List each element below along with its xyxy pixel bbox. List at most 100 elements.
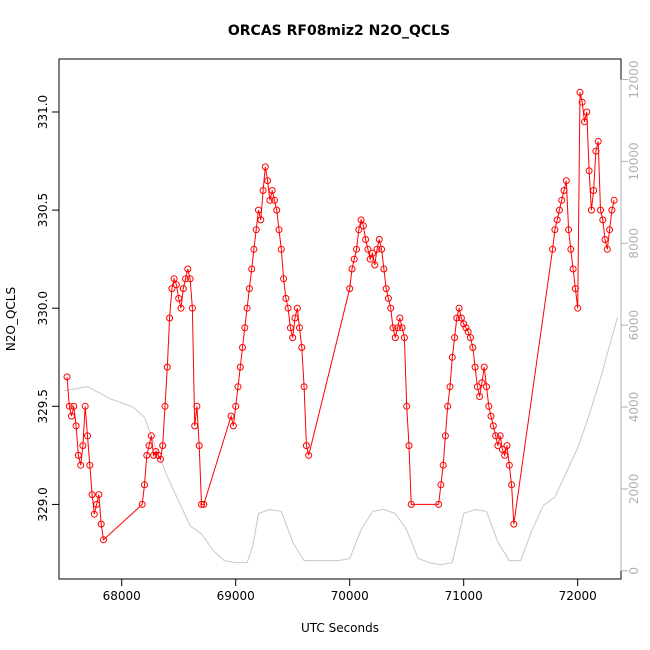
data-point: [81, 402, 89, 410]
data-point: [255, 206, 262, 214]
data-point: [90, 510, 98, 518]
data-point: [138, 500, 146, 508]
data-point: [492, 432, 500, 440]
data-point: [259, 187, 267, 194]
data-point: [248, 265, 256, 273]
data-point: [293, 304, 301, 312]
data-point: [175, 294, 183, 302]
data-point: [245, 285, 253, 293]
data-point: [437, 481, 445, 489]
data-point: [271, 196, 278, 204]
data-point: [250, 245, 258, 253]
y2-axis: 0 2000 4000 6000 8000 10000 12000: [620, 60, 641, 575]
data-point: [565, 226, 573, 234]
data-point: [193, 402, 201, 410]
data-point: [510, 520, 518, 528]
data-point: [166, 314, 174, 322]
data-point: [371, 261, 379, 269]
data-point: [455, 304, 463, 312]
data-point: [364, 245, 372, 253]
x-tick-label: 70000: [331, 589, 369, 603]
data-point: [200, 500, 208, 508]
data-point: [357, 216, 365, 224]
data-point: [583, 108, 591, 116]
data-point: [236, 363, 244, 371]
data-point: [346, 285, 354, 293]
data-point: [191, 422, 199, 430]
x-tick-label: 71000: [445, 589, 483, 603]
y-tick-label: 329.0: [36, 487, 50, 521]
data-point: [350, 255, 358, 263]
data-point: [587, 206, 595, 214]
data-point: [289, 334, 297, 342]
data-point: [72, 422, 80, 430]
data-point: [435, 500, 443, 508]
data-point: [182, 275, 189, 283]
data-point: [505, 461, 513, 469]
data-point: [186, 275, 194, 283]
y2-tick-label: 4000: [627, 392, 641, 423]
data-point: [150, 451, 158, 459]
data-point: [498, 446, 506, 453]
data-point: [145, 442, 153, 450]
data-point: [261, 163, 269, 171]
data-point: [471, 363, 479, 371]
data-point: [549, 245, 557, 253]
data-point: [592, 147, 600, 155]
data-point: [355, 226, 363, 234]
data-point: [359, 222, 367, 230]
x-tick-label: 72000: [559, 589, 597, 603]
data-point: [227, 412, 235, 420]
series-line-left: [66, 92, 615, 541]
data-point: [366, 255, 374, 263]
data-point: [480, 363, 488, 371]
data-point: [485, 402, 493, 410]
data-point: [555, 206, 563, 214]
series-left: [63, 88, 618, 544]
data-point: [594, 137, 602, 145]
data-point: [389, 324, 397, 332]
data-point: [380, 265, 388, 273]
data-point: [161, 402, 169, 410]
data-point: [277, 245, 285, 253]
data-point: [168, 285, 176, 293]
data-point: [141, 481, 148, 489]
y2-tick-label: 2000: [627, 474, 641, 505]
data-point: [553, 216, 561, 224]
data-point: [268, 187, 276, 194]
data-point: [571, 285, 579, 293]
data-point: [382, 285, 390, 293]
data-point: [444, 402, 452, 410]
data-point: [473, 383, 481, 391]
data-point: [305, 451, 313, 459]
data-point: [86, 461, 94, 469]
x-tick-label: 69000: [217, 589, 255, 603]
data-point: [460, 320, 468, 328]
y-tick-label: 330.0: [36, 291, 50, 325]
data-point: [439, 461, 447, 469]
data-point: [487, 412, 495, 420]
data-point: [576, 88, 584, 96]
data-point: [603, 245, 611, 253]
data-point: [469, 344, 477, 351]
data-point: [84, 432, 91, 440]
chart-title: ORCAS RF08miz2 N2O_QCLS: [228, 23, 450, 39]
y2-tick-label: 12000: [627, 60, 641, 98]
data-point: [184, 265, 192, 273]
data-point: [478, 379, 486, 387]
data-point: [503, 442, 511, 450]
data-point: [405, 442, 413, 450]
data-point: [403, 402, 411, 410]
data-point: [398, 324, 406, 332]
data-point: [560, 187, 568, 194]
data-point: [558, 196, 566, 204]
data-point: [448, 353, 456, 361]
data-point: [70, 402, 78, 410]
y2-tick-label: 0: [627, 567, 641, 575]
data-point: [74, 451, 82, 459]
data-point: [501, 451, 509, 459]
data-point: [157, 455, 164, 463]
data-point: [441, 432, 449, 440]
data-point: [232, 402, 240, 410]
